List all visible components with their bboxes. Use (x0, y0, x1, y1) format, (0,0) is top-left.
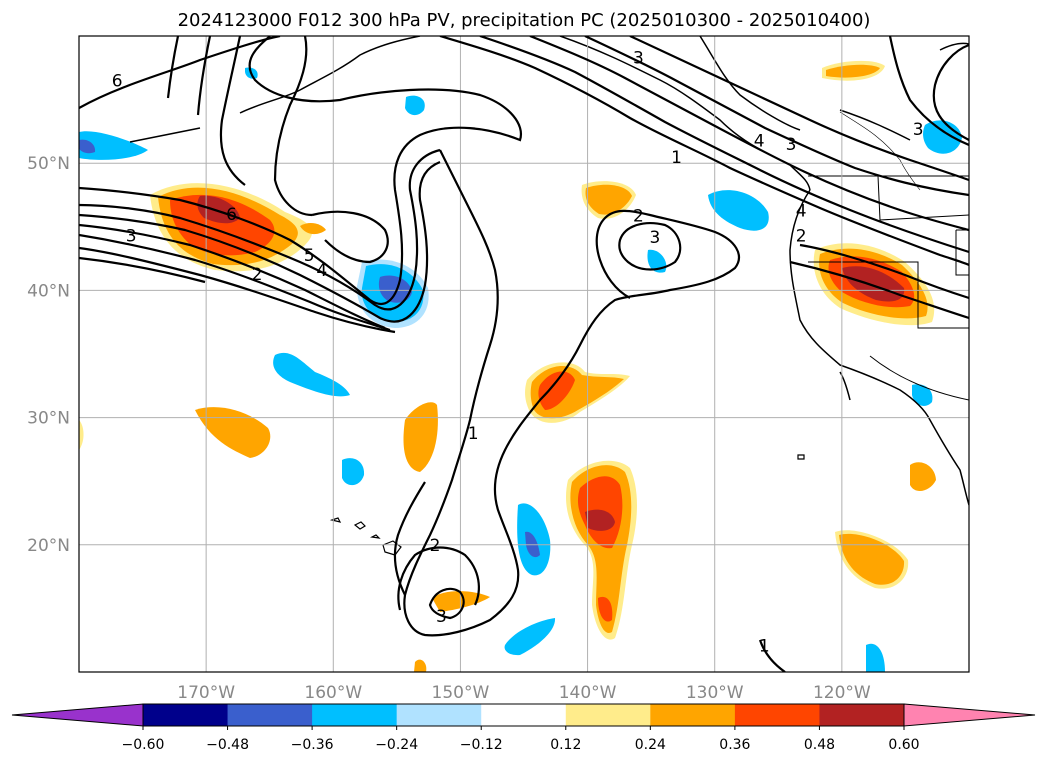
colorbar-frame (142, 703, 905, 727)
contour-label-16: 2 (430, 536, 441, 556)
precip-pos-small-1b (826, 64, 880, 78)
contour-label-15: 1 (468, 424, 479, 444)
precip-pos-small-9 (910, 462, 936, 492)
contour-label-9: 3 (650, 228, 661, 248)
colorbar-label-3: −0.24 (375, 737, 418, 753)
contour-label-10: 4 (796, 201, 807, 221)
colorbar-label-1: −0.48 (206, 737, 249, 753)
contour-label-5: 3 (913, 120, 924, 140)
colorbar-segment-2 (312, 704, 398, 726)
contour-label-18: 1 (759, 636, 770, 656)
colorbar-label-6: 0.24 (635, 737, 666, 753)
y-axis-ticks: 20°N 30°N 40°N 50°N (27, 154, 70, 556)
precip-pos-small-2b (585, 184, 632, 215)
colorbar-label-7: 0.36 (719, 737, 750, 753)
x-tick-label-0: 170°W (177, 683, 235, 703)
colorbar-label-2: −0.36 (291, 737, 334, 753)
map-frame (78, 35, 970, 673)
precip-neg-small-4 (79, 139, 96, 154)
precip-neg-center-3 (378, 275, 412, 303)
precip-neg-small-6 (342, 458, 365, 486)
colorbar-label-8: 0.48 (804, 737, 835, 753)
precip-pos-small-11 (414, 659, 427, 672)
x-tick-label-3: 140°W (559, 683, 617, 703)
contour-label-12: 5 (304, 246, 315, 266)
colorbar-segment-0 (143, 704, 229, 726)
colorbar-segment-7 (734, 704, 820, 726)
contour-label-4: 3 (786, 135, 797, 155)
precip-neg-small-5 (273, 352, 350, 397)
colorbar-extend-low (11, 703, 144, 727)
x-tick-label-1: 160°W (304, 683, 362, 703)
colorbar: −0.60 −0.48 −0.36 −0.24 −0.12 0.12 0.24 0.36 0.4… (11, 703, 1036, 753)
pv-contours (79, 36, 969, 672)
colorbar-label-9: 0.60 (888, 737, 919, 753)
contour-label-6: 6 (226, 205, 237, 225)
precip-pos-small-4 (79, 420, 84, 450)
y-tick-label-0: 20°N (27, 536, 70, 556)
colorbar-segment-5 (565, 704, 651, 726)
y-tick-label-2: 40°N (27, 281, 70, 301)
precip-neg-small-3 (79, 131, 148, 160)
precip-pos-small-5 (403, 402, 438, 472)
precip-neg-small-1 (405, 95, 425, 116)
chart-title: 2024123000 F012 300 hPa PV, precipitatio… (178, 10, 871, 31)
contour-label-17: 3 (436, 607, 447, 627)
contour-label-2: 1 (671, 148, 682, 168)
x-axis-ticks: 170°W 160°W 150°W 140°W 130°W 120°W (177, 683, 871, 703)
precip-pos-small-3 (195, 407, 271, 458)
colorbar-segment-4 (481, 704, 567, 726)
precip-blob-west-dark (197, 195, 240, 224)
precip-pos-small-7d (585, 509, 615, 531)
contour-label-13: 4 (316, 261, 327, 281)
colorbar-segment-6 (650, 704, 736, 726)
islands (329, 454, 805, 556)
precip-pos-small-8b (839, 533, 905, 585)
x-tick-label-5: 120°W (813, 683, 871, 703)
contour-label-8: 2 (633, 206, 644, 226)
y-tick-label-1: 30°N (27, 409, 70, 429)
precip-pos-small-10 (432, 591, 490, 612)
colorbar-segment-3 (396, 704, 482, 726)
coastlines (129, 36, 969, 506)
contour-label-7: 3 (126, 227, 137, 247)
precip-pos-small-6c (538, 371, 575, 410)
contour-label-11: 2 (796, 227, 807, 247)
x-tick-label-4: 130°W (686, 683, 744, 703)
colorbar-label-4: −0.12 (460, 737, 503, 753)
contour-label-3: 4 (754, 131, 765, 151)
colorbar-segment-1 (227, 704, 313, 726)
precip-neg-small-13 (912, 384, 933, 406)
colorbar-segment-8 (819, 704, 905, 726)
colorbar-label-5: 0.12 (550, 737, 581, 753)
precip-pos-small-12 (300, 223, 326, 235)
precip-blob-east-dark (842, 266, 905, 302)
contour-label-14: 2 (252, 265, 263, 285)
political-boundaries (808, 111, 969, 401)
precip-neg-small-11 (708, 190, 769, 231)
x-tick-label-2: 150°W (432, 683, 490, 703)
precip-neg-small-14 (866, 643, 885, 672)
precip-neg-small-9 (504, 618, 556, 656)
y-tick-label-3: 50°N (27, 154, 70, 174)
contour-label-0: 6 (112, 72, 123, 92)
colorbar-extend-high (903, 703, 1036, 727)
contour-label-1: 3 (633, 49, 644, 69)
precip-pos-small-7e (598, 596, 613, 622)
colorbar-label-0: −0.60 (122, 737, 165, 753)
